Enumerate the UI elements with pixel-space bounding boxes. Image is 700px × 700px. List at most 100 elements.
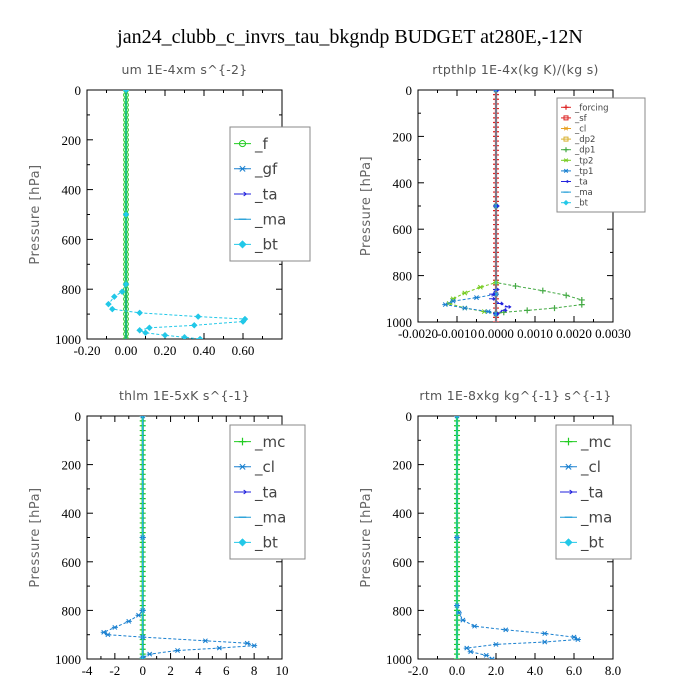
chart-panel-1: um 1E-4xm s^{-2} Pressure [hPa] 0 200 400 600… [28, 62, 311, 358]
legend-label: _cl [580, 458, 601, 477]
legend-label: _ma [254, 508, 286, 527]
data-point [238, 489, 248, 495]
data-point [216, 645, 223, 651]
data-point [454, 416, 460, 419]
data-point [104, 632, 111, 638]
data-point [493, 641, 499, 647]
legend-label: _f [254, 135, 269, 154]
data-point [574, 637, 581, 643]
y-tick-label: 0 [75, 409, 82, 424]
legend-label: _ma [580, 508, 612, 527]
x-tick-label: 0.0020 [556, 326, 592, 341]
data-point [181, 333, 188, 339]
data-point [122, 280, 130, 288]
figure-title: jan24_clubb_c_invrs_tau_bkgndp BUDGET at… [116, 26, 583, 48]
data-point [239, 318, 247, 325]
data-point [450, 296, 457, 302]
legend-label: _sf [574, 114, 588, 124]
data-point [196, 335, 204, 339]
y-tick-label: 1000 [55, 332, 81, 347]
series-line-tp1 [443, 90, 497, 315]
data-point [461, 290, 468, 296]
data-point [122, 90, 130, 94]
legend-label: _forcing [574, 103, 609, 113]
data-point [110, 293, 118, 301]
panel-title: um 1E-4xm s^{-2} [121, 62, 247, 77]
y-tick-label: 1000 [386, 652, 412, 667]
data-point [578, 301, 585, 308]
x-tick-label: 0.0000 [478, 326, 514, 341]
y-tick-label: 0 [406, 83, 413, 98]
data-point [174, 648, 181, 653]
data-point [489, 296, 496, 301]
x-tick-label: 6.0 [566, 663, 582, 678]
y-tick-label: 1000 [55, 652, 81, 667]
data-point [442, 302, 449, 308]
legend-label: _mc [580, 433, 611, 452]
legend-label: _ta [254, 185, 278, 204]
legend-label: _tp2 [574, 156, 593, 166]
series-group [105, 90, 249, 339]
y-tick-label: 400 [62, 506, 82, 521]
data-point [194, 313, 202, 320]
y-tick-label: 600 [393, 222, 413, 237]
data-point [238, 191, 248, 197]
series-group [454, 416, 581, 659]
data-point [122, 211, 130, 218]
series-line-dp1 [495, 90, 583, 315]
data-point [541, 639, 548, 645]
y-tick-label: 400 [393, 506, 413, 521]
panel-title: rtpthlp 1E-4x(kg K)/(kg s) [432, 62, 598, 77]
data-point [564, 538, 573, 547]
x-tick-label: -2 [109, 663, 120, 678]
legend-label: _bt [580, 534, 604, 553]
data-point [541, 631, 548, 636]
legend-label: _bt [574, 199, 589, 209]
data-point [524, 307, 531, 314]
y-axis-label: Pressure [hPa] [28, 487, 43, 587]
chart-panel-4: rtm 1E-8xkg kg^{-1} s^{-1} Pressure [hPa]… [359, 388, 632, 678]
x-tick-label: 6 [223, 663, 230, 678]
data-point [563, 168, 569, 174]
y-tick-label: 1000 [386, 315, 412, 330]
data-point [135, 612, 142, 618]
y-axis-label: Pressure [hPa] [359, 487, 374, 587]
data-point [563, 115, 569, 121]
y-tick-label: 200 [62, 133, 82, 148]
y-tick-label: 800 [393, 269, 413, 284]
panel-title: thlm 1E-5xK s^{-1} [119, 388, 250, 403]
legend-label: _tp1 [574, 167, 593, 177]
legend: _mc _cl _ta _ma _bt [229, 424, 306, 560]
series-group [442, 90, 585, 322]
legend-label: _dp2 [574, 135, 595, 145]
x-tick-label: 8.0 [605, 663, 621, 678]
y-tick-label: 800 [393, 603, 413, 618]
data-point [489, 292, 496, 297]
data-point [108, 305, 116, 313]
x-tick-label: 2.0 [488, 663, 504, 678]
chart-panel-2: rtpthlp 1E-4x(kg K)/(kg s) Pressure [hPa]… [359, 62, 646, 341]
panel-title: rtm 1E-8xkg kg^{-1} s^{-1} [419, 388, 611, 403]
legend-label: _cl [574, 124, 586, 134]
legend: _f _gf _ta _ma _bt [229, 126, 311, 262]
data-point [244, 640, 251, 646]
y-tick-label: 600 [393, 555, 413, 570]
x-tick-label: 4 [195, 663, 202, 678]
x-tick-label: 0.40 [193, 343, 216, 358]
x-tick-label: -0.0020 [398, 326, 438, 341]
panels-group: um 1E-4xm s^{-2}Pressure [hPa]0200400600… [28, 62, 646, 678]
data-point [105, 300, 112, 308]
data-point [502, 627, 509, 633]
data-point [100, 629, 107, 635]
legend-label: _gf [254, 160, 278, 179]
data-point [146, 651, 153, 657]
x-tick-label: 2 [167, 663, 174, 678]
data-point [551, 305, 558, 312]
y-tick-label: 400 [62, 183, 82, 198]
data-point [563, 199, 569, 206]
legend-label: _mc [254, 433, 285, 452]
data-point [146, 324, 153, 332]
data-point [111, 624, 118, 630]
data-point [500, 308, 508, 313]
data-point [461, 305, 468, 311]
